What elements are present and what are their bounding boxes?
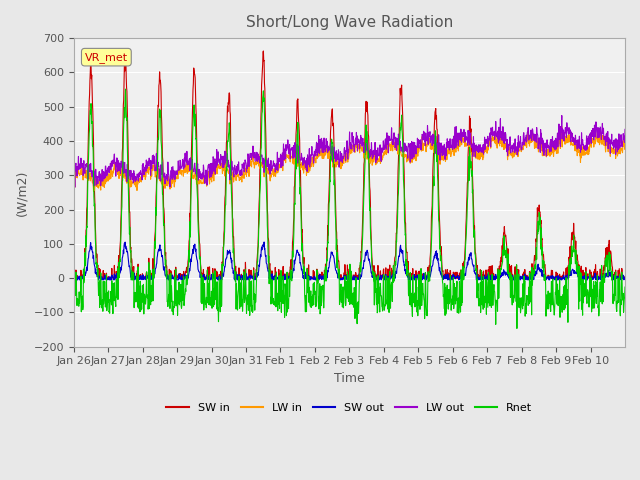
SW out (74, 277, 81, 283)
Line: LW out: LW out (74, 116, 625, 187)
LW out (325, 148, 333, 154)
LW out (157, 166, 164, 171)
LW in (90, 188, 97, 194)
LW in (479, 155, 487, 160)
LW out (558, 113, 566, 119)
SW out (561, 275, 568, 280)
SW in (335, 275, 343, 281)
Y-axis label: (W/m2): (W/m2) (15, 169, 28, 216)
SW out (335, 277, 343, 283)
LW out (614, 146, 622, 152)
LW out (561, 131, 568, 136)
LW in (70, 174, 77, 180)
SW out (157, 247, 164, 253)
SW in (70, 275, 78, 281)
Rnet (70, 296, 77, 301)
X-axis label: Time: Time (334, 372, 365, 385)
Line: SW out: SW out (74, 242, 625, 280)
Rnet (122, 86, 129, 92)
Rnet (614, 300, 622, 305)
SW in (561, 275, 568, 281)
LW in (558, 124, 566, 130)
Line: LW in: LW in (74, 127, 625, 191)
SW out (480, 275, 488, 281)
SW out (325, 264, 333, 270)
SW in (325, 186, 333, 192)
Rnet (325, 213, 333, 219)
Rnet (157, 109, 164, 115)
LW out (479, 151, 487, 157)
LW in (614, 151, 622, 156)
Rnet (561, 282, 568, 288)
SW in (480, 275, 488, 281)
LW in (561, 135, 568, 141)
LW out (70, 165, 77, 170)
SW in (614, 272, 622, 278)
SW in (621, 275, 629, 281)
Legend: SW in, LW in, SW out, LW out, Rnet: SW in, LW in, SW out, LW out, Rnet (162, 398, 537, 418)
SW out (260, 239, 268, 245)
Rnet (513, 325, 521, 331)
SW out (70, 275, 77, 280)
LW out (621, 127, 629, 132)
Rnet (479, 274, 487, 279)
Rnet (621, 284, 629, 290)
LW out (71, 184, 79, 190)
LW out (335, 164, 343, 170)
LW in (157, 174, 164, 180)
SW in (260, 48, 268, 54)
Text: VR_met: VR_met (85, 52, 128, 62)
Line: SW in: SW in (74, 51, 625, 278)
SW out (614, 276, 622, 282)
Line: Rnet: Rnet (74, 89, 625, 328)
LW in (335, 164, 343, 169)
SW in (70, 273, 77, 278)
Title: Short/Long Wave Radiation: Short/Long Wave Radiation (246, 15, 453, 30)
Rnet (335, 266, 343, 272)
LW in (621, 136, 629, 142)
SW out (621, 275, 629, 280)
SW in (157, 77, 164, 83)
LW in (325, 154, 333, 160)
